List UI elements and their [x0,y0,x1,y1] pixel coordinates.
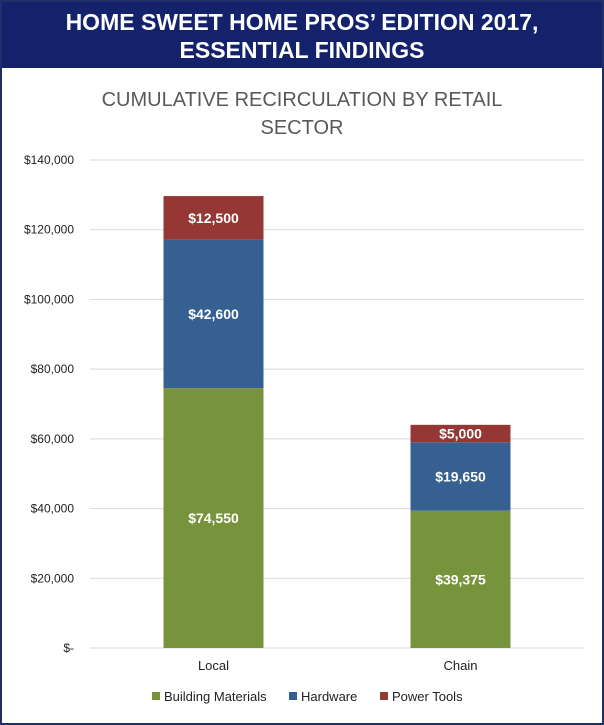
bar-hardware-local [163,239,264,389]
legend-label-building-materials: Building Materials [164,689,267,704]
bar-power-tools-local [163,196,264,240]
banner-title-line-1: HOME SWEET HOME PROS’ EDITION 2017, [65,9,539,35]
bar-building-materials-local [163,388,264,648]
y-tick-label: $120,000 [24,223,74,237]
bar-building-materials-chain [410,510,511,648]
chart-title-line-2: SECTOR [261,117,344,139]
y-tick-label: $40,000 [31,502,75,516]
chart-title-line-1: CUMULATIVE RECIRCULATION BY RETAIL [102,89,503,111]
stacked-bar-chart: CUMULATIVE RECIRCULATION BY RETAIL SECTOR… [24,89,584,704]
legend-swatch-building-materials [152,692,160,700]
y-tick-label: $20,000 [31,571,75,585]
bar-hardware-chain [410,442,511,511]
x-tick-label-chain: Chain [444,658,478,673]
data-label-building-materials-chain: $39,375 [435,571,486,587]
legend-swatch-power-tools [380,692,388,700]
data-label-hardware-local: $42,600 [188,306,239,322]
data-label-building-materials-local: $74,550 [188,510,239,526]
y-tick-label: $- [63,641,74,655]
legend-swatch-hardware [289,692,297,700]
banner-title-line-2: ESSENTIAL FINDINGS [179,37,425,63]
bar-power-tools-chain [410,424,511,443]
data-label-power-tools-chain: $5,000 [439,426,482,442]
legend-label-hardware: Hardware [301,689,357,704]
y-tick-label: $100,000 [24,292,74,306]
legend-label-power-tools: Power Tools [392,689,463,704]
data-label-hardware-chain: $19,650 [435,469,486,485]
y-tick-label: $60,000 [31,432,75,446]
y-tick-label: $80,000 [31,362,75,376]
x-tick-label-local: Local [198,658,229,673]
banner: HOME SWEET HOME PROS’ EDITION 2017, ESSE… [2,2,602,68]
y-tick-label: $140,000 [24,153,74,167]
data-label-power-tools-local: $12,500 [188,210,239,226]
